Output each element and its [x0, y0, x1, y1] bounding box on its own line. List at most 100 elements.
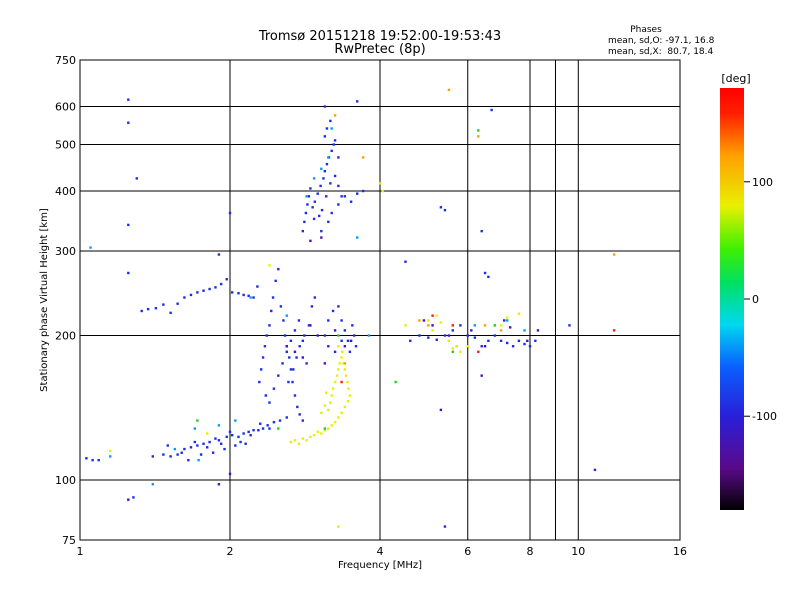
data-point: [593, 468, 597, 472]
data-point: [316, 192, 319, 195]
data-point: [470, 329, 473, 332]
data-point: [214, 286, 217, 289]
data-point: [451, 347, 455, 350]
data-point: [335, 374, 339, 377]
data-point: [517, 339, 521, 343]
x-tick-label: 10: [571, 545, 585, 558]
data-point: [477, 350, 480, 353]
data-point: [341, 350, 344, 353]
data-point: [330, 394, 333, 397]
data-point: [301, 437, 305, 440]
data-point: [340, 380, 343, 384]
data-point: [187, 458, 190, 462]
data-point: [183, 296, 186, 299]
data-point: [97, 458, 100, 462]
data-point: [346, 339, 350, 343]
data-point: [344, 374, 348, 377]
data-point: [283, 334, 287, 337]
data-point: [252, 296, 255, 299]
data-point: [459, 350, 462, 353]
colorbar-tick-label: -100: [752, 410, 777, 423]
y-tick-label: 600: [55, 101, 76, 114]
y-tick-label: 400: [55, 185, 76, 198]
colorbar-label: [deg]: [721, 72, 750, 85]
grid-layer: [80, 60, 680, 540]
data-point: [205, 446, 209, 449]
x-tick-label: 1: [77, 545, 84, 558]
data-point: [313, 200, 317, 203]
data-point: [343, 345, 347, 348]
data-point: [305, 439, 308, 442]
data-point: [305, 195, 308, 198]
data-point: [361, 156, 365, 159]
x-tick-labels: 1 2 4 6 8 10 16: [77, 545, 688, 558]
data-point: [154, 307, 158, 310]
data-point: [176, 302, 179, 305]
data-point: [329, 401, 332, 404]
data-point: [272, 420, 276, 424]
data-point: [325, 127, 329, 130]
data-point: [228, 430, 232, 434]
data-point: [271, 296, 275, 299]
data-point: [343, 329, 347, 332]
data-point: [511, 345, 515, 348]
data-point: [256, 285, 259, 288]
data-point: [237, 292, 240, 295]
data-point: [298, 345, 301, 348]
data-point: [331, 309, 335, 313]
data-point: [466, 345, 469, 348]
data-point: [135, 177, 138, 180]
data-point: [197, 458, 200, 462]
data-point: [431, 314, 434, 317]
data-point: [223, 447, 226, 451]
data-point: [298, 413, 301, 416]
data-point: [249, 296, 252, 299]
data-point: [612, 253, 616, 256]
data-point: [435, 338, 438, 341]
data-point: [293, 329, 297, 332]
data-point: [199, 453, 203, 456]
x-tick-label: 16: [673, 545, 687, 558]
data-point: [337, 184, 340, 188]
data-point: [169, 311, 172, 315]
data-point: [242, 432, 245, 435]
data-point: [447, 339, 451, 343]
phase-heading: Phases: [630, 25, 662, 35]
data-point: [285, 350, 288, 353]
data-point: [451, 350, 455, 353]
data-point: [333, 139, 337, 142]
data-point: [244, 442, 247, 445]
data-point: [208, 287, 211, 291]
data-point: [337, 416, 340, 419]
data-point: [292, 368, 295, 371]
data-point: [418, 334, 421, 337]
data-point: [214, 437, 217, 440]
data-point: [427, 324, 430, 327]
data-point: [526, 339, 529, 343]
data-point: [91, 458, 94, 462]
data-point: [193, 427, 197, 430]
data-point: [323, 169, 327, 173]
data-point: [499, 329, 503, 332]
data-point: [502, 319, 506, 322]
y-axis-label: Stationary phase Virtual Height [km]: [39, 208, 50, 392]
data-point: [301, 356, 305, 359]
data-point: [325, 162, 329, 166]
data-point: [343, 195, 347, 198]
data-point: [268, 264, 271, 267]
data-point: [330, 424, 333, 427]
data-point: [499, 339, 503, 343]
data-point: [268, 401, 271, 404]
data-point: [282, 319, 285, 322]
data-point: [205, 432, 209, 435]
data-point: [480, 345, 483, 348]
data-point: [277, 427, 280, 430]
data-point: [459, 324, 462, 327]
data-point: [320, 208, 324, 212]
data-point: [343, 368, 347, 371]
data-point: [277, 374, 280, 377]
data-point: [329, 119, 332, 123]
data-point: [333, 329, 337, 332]
